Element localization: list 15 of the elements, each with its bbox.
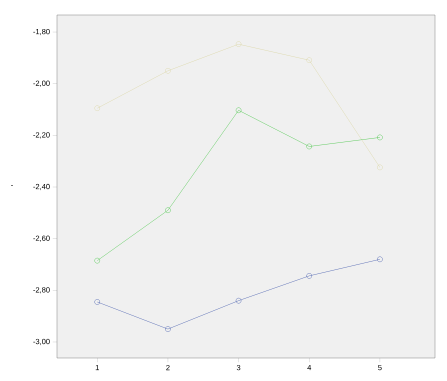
point: [306, 144, 312, 150]
point: [165, 326, 171, 332]
point: [236, 298, 242, 304]
point: [306, 273, 312, 279]
point: [165, 68, 171, 74]
point: [94, 258, 100, 264]
point: [94, 299, 100, 305]
point: [165, 207, 171, 214]
point: [306, 57, 312, 63]
point: [377, 164, 383, 170]
point: [377, 256, 383, 262]
point: [236, 41, 242, 47]
point: [94, 105, 100, 112]
point: [236, 108, 242, 114]
point: [377, 134, 383, 140]
